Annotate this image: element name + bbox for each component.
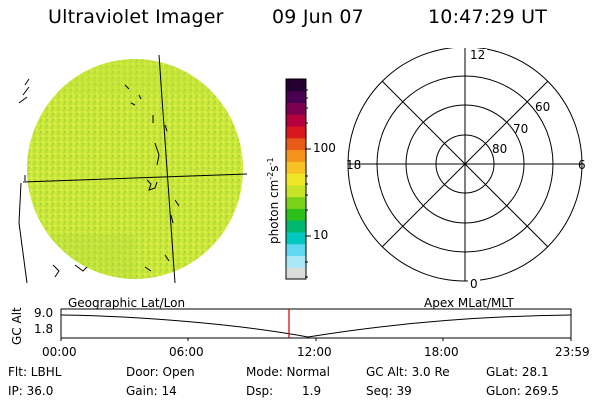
timeline-ytick-bottom: 1.8 [34,322,54,336]
instrument-title: Ultraviolet Imager [48,6,224,28]
geo-latitude-line [22,173,248,183]
colorbar-segment [286,161,306,174]
mlt-label-0: 0 [468,277,480,291]
colorbar-segment [286,137,306,151]
colorbar-segment [286,149,306,162]
status-mode: Mode: Normal [246,365,330,379]
mlat-label-80: 80 [492,142,508,156]
geo-longitude-line [158,55,176,284]
colorbar-ticks [305,89,311,278]
status-glat: GLat: 28.1 [486,365,549,379]
timeline-ylabel: GC Alt [10,307,24,345]
altitude-timeline-plot [60,308,572,341]
colorbar-segment [286,173,306,186]
colorbar-segment [286,267,306,280]
timeline-right-title: Apex MLat/MLT [424,296,514,310]
timeline-xtick-0600: 06:00 [169,345,204,359]
color-scale-bar [285,78,307,280]
colorbar-tick-100: 100 [313,141,336,155]
colorbar-segment [286,102,306,115]
mlt-label-12: 12 [468,48,488,62]
altitude-curve [60,314,572,338]
timeline-xtick-1200: 12:00 [297,345,332,359]
timeline-xtick-0000: 00:00 [42,345,77,359]
mlat-label-70: 70 [513,122,529,136]
mlt-label-6: 6 [578,158,586,172]
colorbar-segment [286,220,306,233]
status-dsp-value: 1.9 [302,384,322,398]
colorbar-segment [286,231,306,245]
uv-emission-disk [27,59,243,279]
colorbar-segment [286,126,306,139]
status-glon: GLon: 269.5 [486,384,559,398]
colorbar-segment [286,196,306,209]
colorbar-segment [286,90,306,104]
status-ip: IP: 36.0 [8,384,54,398]
colorbar-frame [285,78,307,280]
mlat-label-60: 60 [535,100,551,114]
timeline-frame [60,308,572,339]
colorbar-segment [286,243,306,256]
timeline-xtick-1800: 18:00 [424,345,459,359]
colorbar-unit-label: photon cm-2s-1 [266,157,281,244]
colorbar-segment [286,255,306,268]
status-door: Door: Open [126,365,195,379]
timeline-ytick-top: 9.0 [34,306,54,320]
colorbar-segment [286,208,306,221]
mlt-label-18: 18 [346,158,362,172]
polar-grid [347,48,583,282]
timeline-xtick-2359: 23:59 [555,345,590,359]
status-gain: Gain: 14 [126,384,177,398]
polar-diagonal-2 [381,80,549,248]
colorbar-segment [286,114,306,127]
status-gc-alt: GC Alt: 3.0 Re [366,365,450,379]
status-dsp-label: Dsp: [246,384,274,398]
status-filter: Flt: LBHL [8,365,62,379]
colorbar-tick-10: 10 [313,228,329,242]
colorbar-segment [286,79,306,92]
status-seq: Seq: 39 [366,384,412,398]
colorbar-segment [286,184,306,198]
image-date: 09 Jun 07 [272,6,364,28]
uv-image-panel [18,55,248,284]
image-time: 10:47:29 UT [428,6,548,28]
timeline-left-title: Geographic Lat/Lon [68,296,186,310]
coastline-outlines [18,78,180,284]
